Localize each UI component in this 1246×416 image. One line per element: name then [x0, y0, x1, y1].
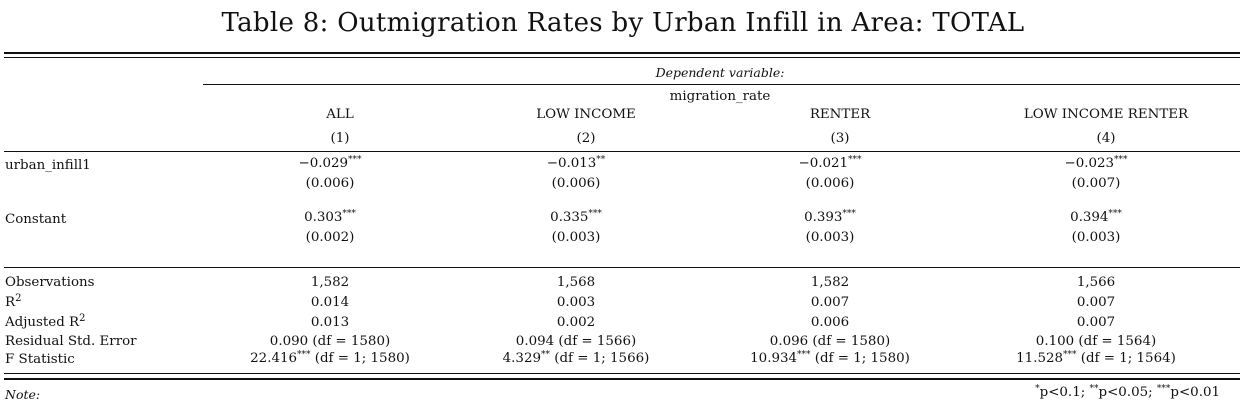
stat-cell: 4.329** (df = 1; 1566)	[502, 350, 650, 367]
se-cell: (0.006)	[805, 176, 855, 191]
column-number-3: (3)	[830, 131, 850, 146]
top-rule-1	[4, 52, 1240, 54]
stat-cell: 0.094 (df = 1566)	[515, 334, 637, 349]
stat-cell: 0.007	[1076, 295, 1116, 310]
significance-note: *p<0.1; **p<0.05; ***p<0.01	[1035, 384, 1220, 401]
stat-cell: 0.007	[1076, 315, 1116, 330]
row-label-observations: Observations	[5, 275, 95, 290]
header-rule	[4, 151, 1240, 153]
column-number-4: (4)	[1096, 131, 1116, 146]
column-number-2: (2)	[576, 131, 596, 146]
stat-cell: 1,582	[310, 275, 350, 290]
stat-cell: 0.006	[810, 315, 850, 330]
coef-cell: −0.021***	[798, 155, 862, 172]
row-label-f-statistic: F Statistic	[5, 352, 75, 367]
column-header-3: RENTER	[809, 107, 871, 122]
row-label-residual-std-error: Residual Std. Error	[5, 334, 137, 349]
coef-cell: 0.393***	[804, 209, 856, 226]
stat-cell: 0.014	[310, 295, 350, 310]
se-cell: (0.006)	[551, 176, 601, 191]
note-label: Note:	[5, 387, 41, 402]
se-cell: (0.006)	[305, 176, 355, 191]
se-cell: (0.003)	[1071, 230, 1121, 245]
stat-cell: 0.002	[556, 315, 596, 330]
coef-stats-rule	[4, 267, 1240, 269]
row-label-r2: R2	[5, 293, 22, 311]
bottom-rule-2	[4, 378, 1240, 380]
dependent-variable-label: Dependent variable:	[655, 65, 785, 80]
stat-cell: 0.096 (df = 1580)	[769, 334, 891, 349]
column-header-1: ALL	[326, 107, 354, 122]
coef-cell: 0.335***	[550, 209, 602, 226]
table-title: Table 8: Outmigration Rates by Urban Inf…	[221, 8, 1025, 38]
coef-cell: 0.303***	[304, 209, 356, 226]
se-cell: (0.002)	[305, 230, 355, 245]
row-label-adjusted-r2: Adjusted R2	[5, 313, 86, 331]
dependent-variable-name: migration_rate	[669, 89, 771, 104]
se-cell: (0.003)	[805, 230, 855, 245]
stat-cell: 22.416*** (df = 1; 1580)	[250, 350, 410, 367]
row-label-constant: Constant	[5, 212, 67, 227]
coef-cell: −0.013**	[546, 155, 606, 172]
stat-cell: 1,582	[810, 275, 850, 290]
coef-cell: 0.394***	[1070, 209, 1122, 226]
stat-cell: 0.100 (df = 1564)	[1035, 334, 1157, 349]
bottom-rule-1	[4, 373, 1240, 375]
stat-cell: 11.528*** (df = 1; 1564)	[1016, 350, 1176, 367]
column-header-2: LOW INCOME	[536, 107, 636, 122]
top-rule-2	[4, 57, 1240, 59]
stat-cell: 10.934*** (df = 1; 1580)	[750, 350, 910, 367]
stat-cell: 1,566	[1076, 275, 1116, 290]
se-cell: (0.003)	[551, 230, 601, 245]
stat-cell: 0.013	[310, 315, 350, 330]
stat-cell: 0.090 (df = 1580)	[269, 334, 391, 349]
dep-var-rule	[203, 84, 1240, 85]
se-cell: (0.007)	[1071, 176, 1121, 191]
stat-cell: 1,568	[556, 275, 596, 290]
coef-cell: −0.023***	[1064, 155, 1128, 172]
stat-cell: 0.003	[556, 295, 596, 310]
row-label-urban-infill: urban_infill1	[5, 158, 91, 173]
coef-cell: −0.029***	[298, 155, 362, 172]
column-number-1: (1)	[330, 131, 350, 146]
stat-cell: 0.007	[810, 295, 850, 310]
column-header-4: LOW INCOME RENTER	[1023, 107, 1189, 122]
